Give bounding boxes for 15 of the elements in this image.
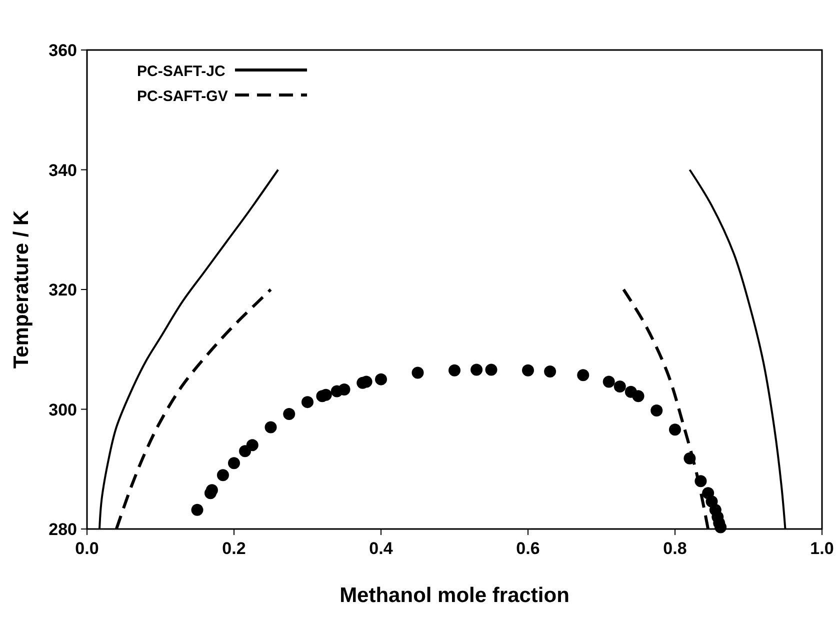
y-tick-label: 360: [48, 41, 77, 60]
legend-label: PC-SAFT-GV: [137, 88, 228, 105]
y-axis-title: Temperature / K: [10, 210, 33, 369]
y-tick-label: 340: [48, 160, 77, 180]
x-tick-label: 0.6: [516, 539, 540, 558]
y-tick-label: 300: [48, 400, 77, 420]
x-tick-label: 0.2: [222, 539, 246, 558]
y-tick-label: 320: [48, 280, 77, 300]
x-tick-label: 1.0: [810, 539, 834, 558]
x-tick-label: 0.0: [75, 539, 99, 558]
x-axis-title: Methanol mole fraction: [340, 584, 570, 607]
y-tick-label: 280: [48, 520, 77, 539]
x-tick-label: 0.8: [663, 539, 687, 558]
legend-label: PC-SAFT-JC: [137, 63, 226, 80]
x-tick-label: 0.4: [369, 539, 394, 558]
